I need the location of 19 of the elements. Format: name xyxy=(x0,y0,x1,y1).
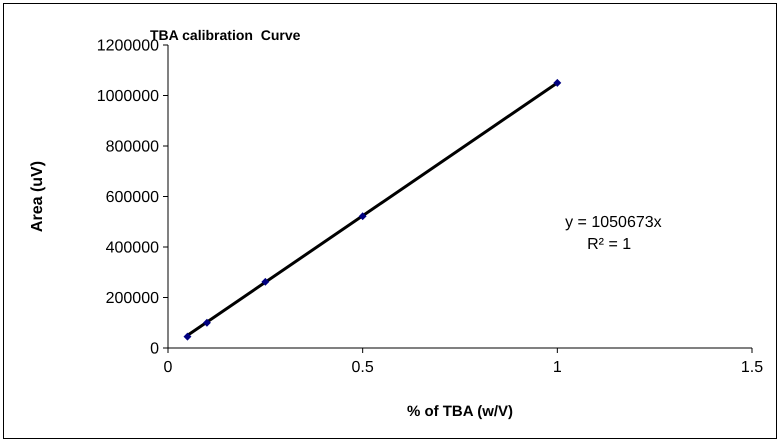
point xyxy=(553,78,562,87)
point xyxy=(261,278,270,286)
y-tick-label: 0 xyxy=(150,340,160,358)
x-tick-label: 1.5 xyxy=(740,359,764,376)
y-axis-title: Area (uV) xyxy=(29,160,46,232)
y-tick-label: 600000 xyxy=(106,189,160,206)
annotation: R² = 1 xyxy=(587,236,632,253)
point xyxy=(202,318,211,327)
x-tick-label: 0.5 xyxy=(352,359,374,376)
x-axis-title: % of TBA (w/V) xyxy=(406,403,514,420)
y-tick-label: 400000 xyxy=(106,240,160,257)
x-tick-label: 0 xyxy=(164,359,173,376)
y-tick-label: 1000000 xyxy=(96,88,160,106)
annotation: y = 1050673x xyxy=(565,214,662,231)
point xyxy=(184,332,192,341)
point xyxy=(358,212,367,220)
y-tick-label: 200000 xyxy=(106,290,160,308)
y-tick-label: 800000 xyxy=(106,138,160,156)
x-tick-label: 1 xyxy=(552,359,562,376)
